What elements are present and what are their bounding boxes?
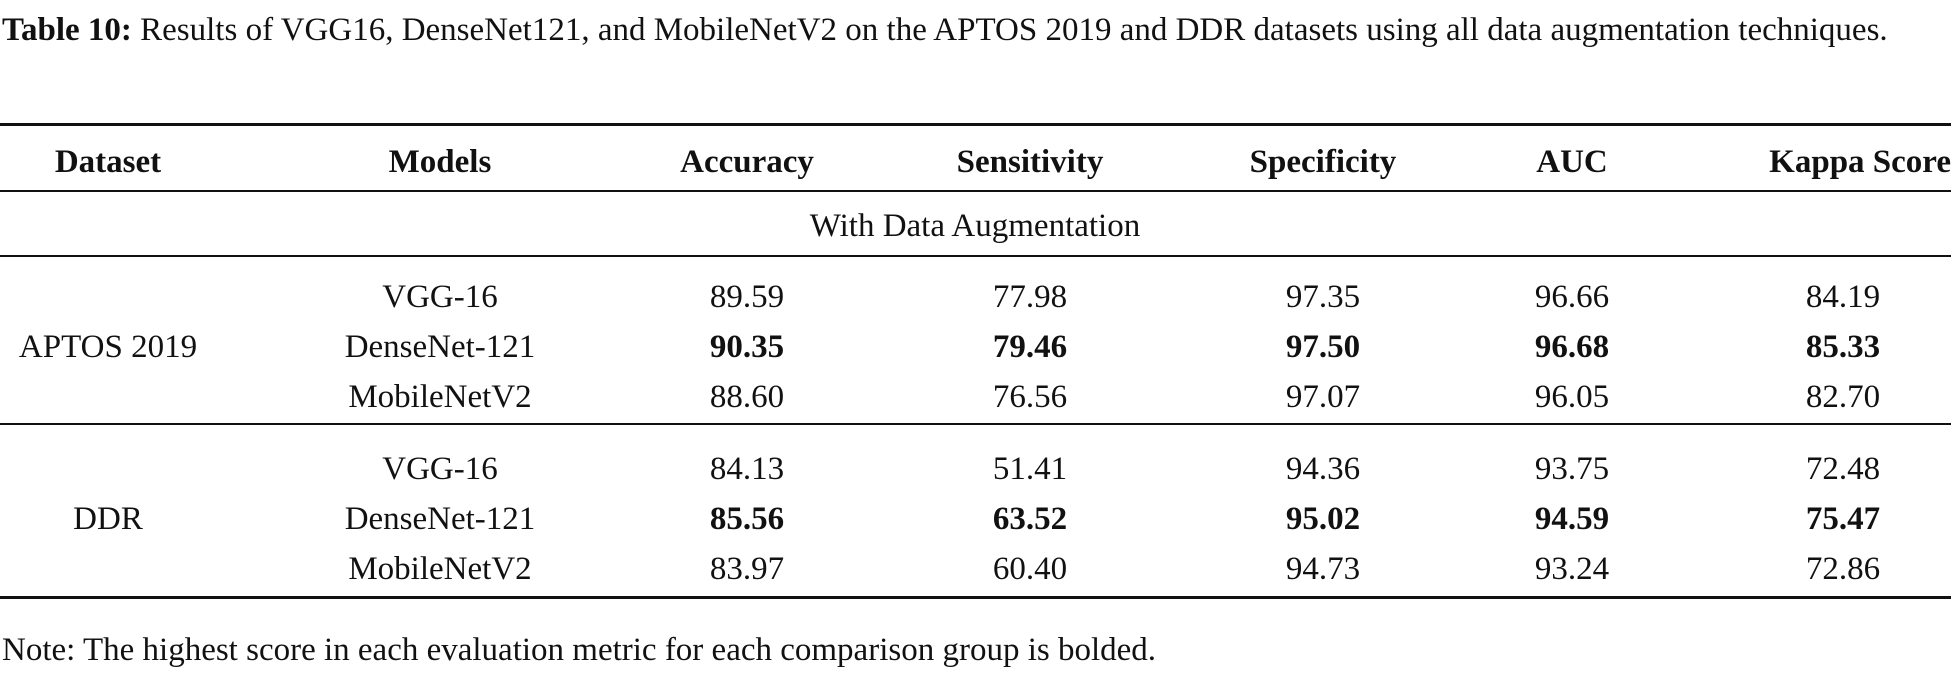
metric-value: 82.70 bbox=[1805, 379, 1881, 415]
model-name: MobileNetV2 bbox=[348, 379, 532, 415]
column-header: Accuracy bbox=[680, 144, 814, 180]
metric-value: 83.97 bbox=[709, 551, 785, 587]
caption: Table 10: Results of VGG16, DenseNet121,… bbox=[2, 10, 1950, 50]
note: Note: The highest score in each evaluati… bbox=[2, 632, 1157, 668]
metric-value: 85.56 bbox=[709, 501, 785, 537]
metric-value: 60.40 bbox=[992, 551, 1068, 587]
metric-value: 94.59 bbox=[1534, 501, 1610, 537]
metric-value: 51.41 bbox=[992, 451, 1068, 487]
subheader: With Data Augmentation bbox=[809, 208, 1141, 244]
model-name: VGG-16 bbox=[382, 279, 498, 315]
caption-text: Results of VGG16, DenseNet121, and Mobil… bbox=[140, 12, 1888, 48]
metric-value: 84.19 bbox=[1805, 279, 1881, 315]
top-rule bbox=[0, 123, 1951, 126]
metric-value: 96.66 bbox=[1534, 279, 1610, 315]
column-header: Dataset bbox=[54, 144, 162, 180]
metric-value: 97.35 bbox=[1285, 279, 1361, 315]
model-name: DenseNet-121 bbox=[344, 501, 536, 537]
group-rule bbox=[0, 423, 1951, 425]
metric-value: 76.56 bbox=[992, 379, 1068, 415]
metric-value: 94.73 bbox=[1285, 551, 1361, 587]
metric-value: 97.50 bbox=[1285, 329, 1361, 365]
metric-value: 94.36 bbox=[1285, 451, 1361, 487]
metric-value: 79.46 bbox=[992, 329, 1068, 365]
subheader-rule bbox=[0, 255, 1951, 257]
column-header: Sensitivity bbox=[956, 144, 1104, 180]
model-name: DenseNet-121 bbox=[344, 329, 536, 365]
caption-label: Table 10: bbox=[2, 12, 132, 48]
bottom-rule bbox=[0, 596, 1951, 599]
metric-value: 97.07 bbox=[1285, 379, 1361, 415]
dataset-label: DDR bbox=[73, 501, 143, 537]
metric-value: 95.02 bbox=[1285, 501, 1361, 537]
model-name: MobileNetV2 bbox=[348, 551, 532, 587]
metric-value: 72.48 bbox=[1805, 451, 1881, 487]
metric-value: 96.68 bbox=[1534, 329, 1610, 365]
column-header: AUC bbox=[1536, 144, 1608, 180]
metric-value: 88.60 bbox=[709, 379, 785, 415]
column-header: Kappa Score bbox=[1769, 144, 1951, 180]
metric-value: 85.33 bbox=[1805, 329, 1881, 365]
column-header: Specificity bbox=[1249, 144, 1397, 180]
metric-value: 72.86 bbox=[1805, 551, 1881, 587]
metric-value: 89.59 bbox=[709, 279, 785, 315]
metric-value: 90.35 bbox=[709, 329, 785, 365]
metric-value: 93.75 bbox=[1534, 451, 1610, 487]
header-rule bbox=[0, 190, 1951, 192]
dataset-label: APTOS 2019 bbox=[18, 329, 198, 365]
metric-value: 93.24 bbox=[1534, 551, 1610, 587]
metric-value: 84.13 bbox=[709, 451, 785, 487]
metric-value: 75.47 bbox=[1805, 501, 1881, 537]
metric-value: 63.52 bbox=[992, 501, 1068, 537]
column-header: Models bbox=[388, 144, 492, 180]
metric-value: 77.98 bbox=[992, 279, 1068, 315]
model-name: VGG-16 bbox=[382, 451, 498, 487]
metric-value: 96.05 bbox=[1534, 379, 1610, 415]
